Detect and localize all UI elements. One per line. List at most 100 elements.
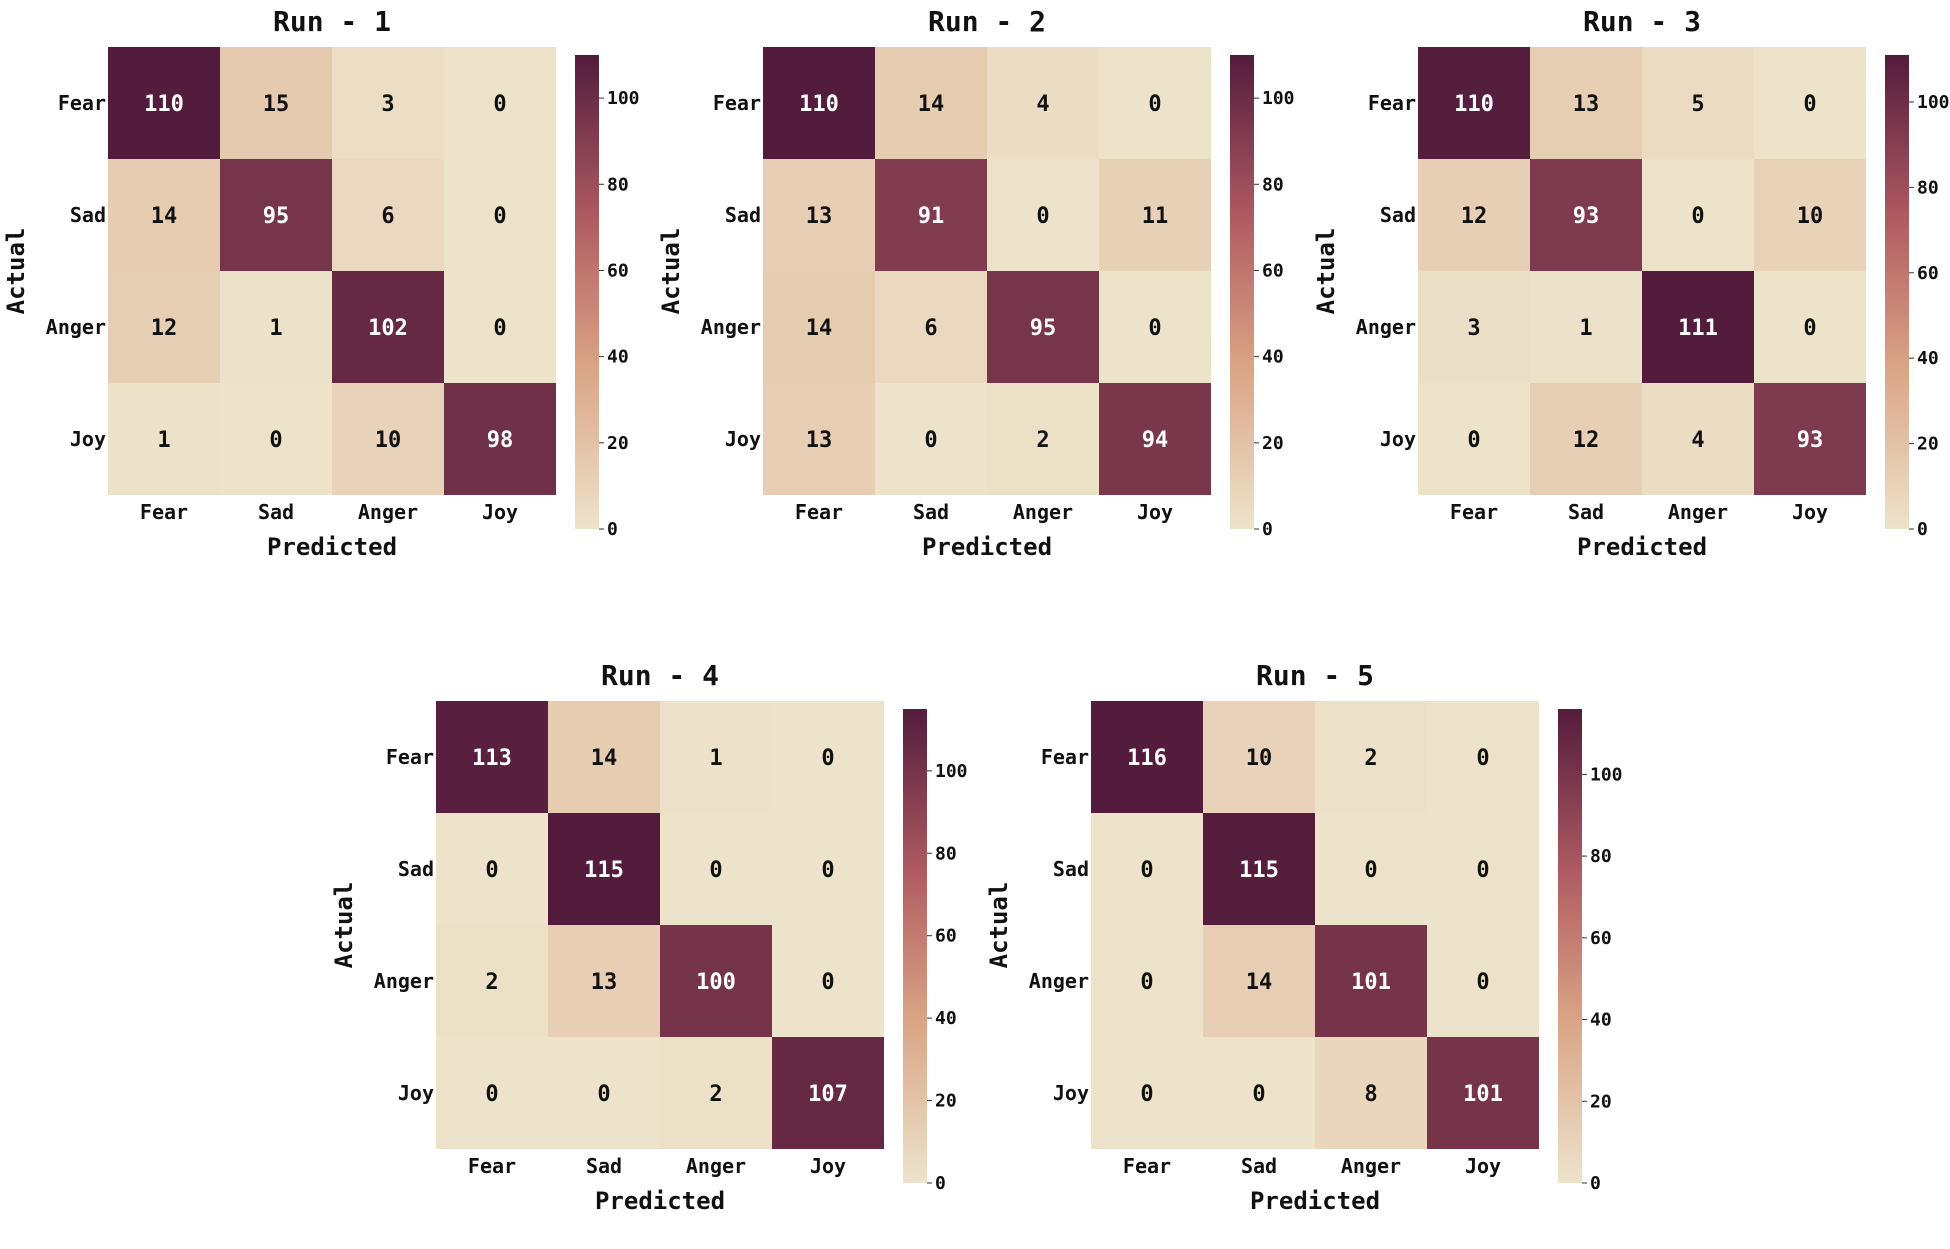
cell-value-label: 0 [709,858,722,883]
heatmap-cell [660,1037,772,1149]
colorbar-tick-label: 20 [1262,433,1284,454]
heatmap-cell [1754,271,1866,383]
cell-value-label: 0 [1476,970,1489,995]
heatmap-cell [1203,813,1315,925]
cell-value-label: 14 [918,92,945,117]
cell-value-label: 0 [485,1082,498,1107]
cell-value-label: 100 [696,970,736,995]
cell-value-label: 1 [269,316,282,341]
heatmap-cell [1315,813,1427,925]
y-tick-label: Fear [386,745,434,769]
cell-value-label: 5 [1691,92,1704,117]
heatmap-cell [875,271,987,383]
cell-value-label: 91 [918,204,945,229]
heatmap-cell [436,925,548,1037]
heatmap-cell [1530,159,1642,271]
colorbar-tick-label: 20 [607,433,629,454]
y-tick-label: Anger [701,315,761,339]
cell-value-label: 6 [381,204,394,229]
panel-title: Run - 4 [601,659,719,692]
heatmap-cell [220,47,332,159]
x-tick-label: Sad [1568,500,1604,524]
heatmap-cell [332,383,444,495]
heatmap-cell [1091,813,1203,925]
heatmap-cell [332,159,444,271]
cell-value-label: 0 [1140,858,1153,883]
colorbar-tick-label: 0 [1590,1173,1601,1194]
x-tick-label: Sad [258,500,294,524]
cell-value-label: 0 [1803,316,1816,341]
heatmap-cell [987,271,1099,383]
heatmap-cell [444,159,556,271]
colorbar-tick-label: 40 [935,1008,957,1029]
y-axis-title: Actual [2,228,30,315]
heatmap-cell [1642,159,1754,271]
cell-value-label: 4 [1036,92,1049,117]
heatmap-cell [108,159,220,271]
cell-value-label: 110 [144,92,184,117]
heatmap-cell [1754,47,1866,159]
heatmap-cell [1203,701,1315,813]
panel-title: Run - 3 [1583,5,1701,38]
cell-value-label: 95 [1030,316,1057,341]
cell-value-label: 2 [485,970,498,995]
cell-value-label: 13 [1573,92,1600,117]
cell-value-label: 2 [1036,428,1049,453]
colorbar-tick-label: 0 [1917,519,1928,540]
heatmap-cell [660,701,772,813]
y-tick-label: Joy [70,427,106,451]
y-axis-title: Actual [657,228,685,315]
colorbar-tick-label: 100 [1590,764,1623,785]
heatmap-cell [763,159,875,271]
heatmap-cell [444,383,556,495]
cell-value-label: 0 [821,858,834,883]
heatmap-cell [875,159,987,271]
cell-value-label: 0 [493,204,506,229]
cell-value-label: 0 [1691,204,1704,229]
cell-value-label: 0 [493,92,506,117]
x-tick-label: Joy [1792,500,1828,524]
cell-value-label: 0 [821,970,834,995]
x-tick-label: Fear [468,1154,516,1178]
x-tick-label: Anger [1013,500,1073,524]
cell-value-label: 0 [269,428,282,453]
y-tick-label: Anger [46,315,106,339]
cell-value-label: 110 [1454,92,1494,117]
colorbar-tick-label: 80 [607,174,629,195]
heatmap-cell [436,1037,548,1149]
cell-value-label: 115 [584,858,624,883]
heatmap-cell [1418,159,1530,271]
heatmap-cell [1642,47,1754,159]
cell-value-label: 101 [1463,1082,1503,1107]
cell-value-label: 1 [1579,316,1592,341]
heatmap-cell [1099,383,1211,495]
colorbar-tick-label: 60 [1590,928,1612,949]
heatmap-cell [436,701,548,813]
y-tick-label: Joy [1380,427,1416,451]
x-tick-label: Joy [482,500,518,524]
cell-value-label: 11 [1142,204,1169,229]
cell-value-label: 102 [368,316,408,341]
cell-value-label: 10 [1246,746,1273,771]
cell-value-label: 94 [1142,428,1169,453]
colorbar-tick-label: 80 [1262,174,1284,195]
y-tick-label: Fear [1368,91,1416,115]
heatmap-cell [1315,1037,1427,1149]
y-tick-label: Joy [1053,1081,1089,1105]
cell-value-label: 10 [1797,204,1824,229]
heatmap-cell [987,383,1099,495]
cell-value-label: 0 [493,316,506,341]
heatmap-cell [444,271,556,383]
colorbar-tick-label: 100 [1917,92,1950,113]
heatmap-cell [1530,383,1642,495]
cell-value-label: 1 [709,746,722,771]
cell-value-label: 0 [1036,204,1049,229]
heatmap-cell [220,159,332,271]
x-tick-label: Fear [795,500,843,524]
colorbar-tick-label: 80 [935,843,957,864]
y-tick-label: Joy [398,1081,434,1105]
heatmap-cell [436,813,548,925]
cell-value-label: 0 [1364,858,1377,883]
